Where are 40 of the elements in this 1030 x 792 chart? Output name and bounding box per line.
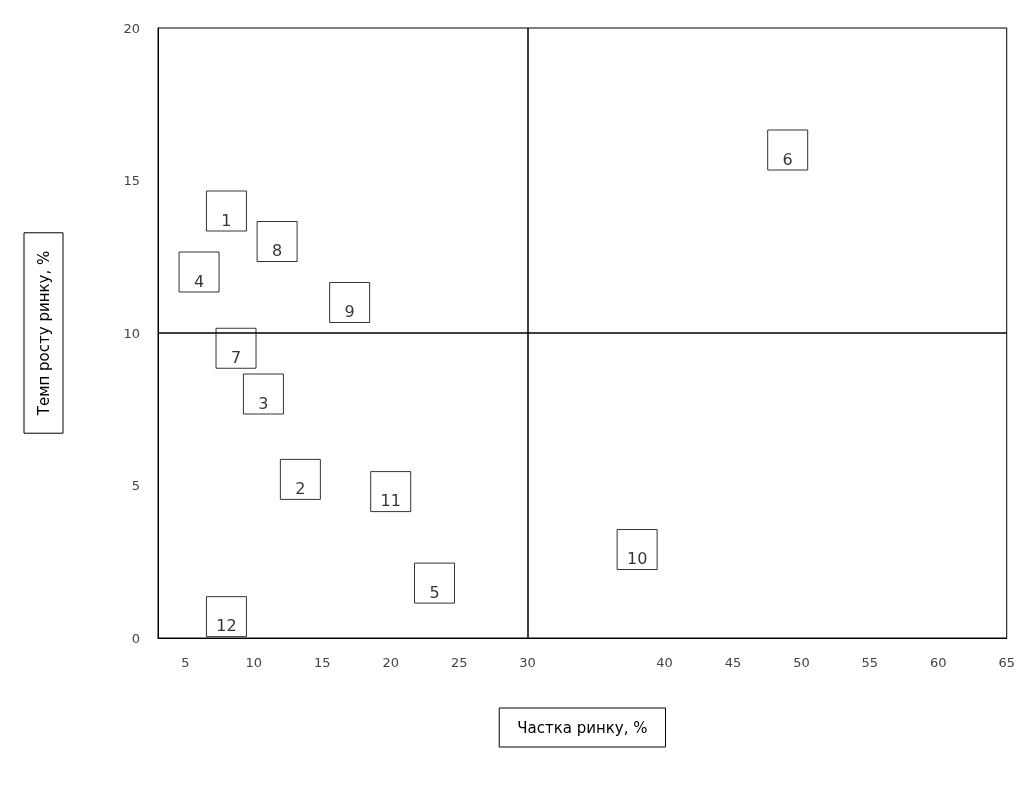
annotation: 10 xyxy=(626,549,648,569)
x-tick-label: 45 xyxy=(724,655,742,670)
annotation: 8 xyxy=(272,241,283,260)
y-tick-label: 20 xyxy=(123,20,140,36)
x-tick-label: 25 xyxy=(450,655,468,670)
x-tick-label: 60 xyxy=(930,655,947,670)
y-axis-title: Темп росту ринку, % xyxy=(34,250,53,417)
x-tick-label: 20 xyxy=(382,655,399,670)
annotation: 11 xyxy=(380,491,401,511)
x-tick-label: 55 xyxy=(861,655,879,670)
y-tick-label: 10 xyxy=(123,325,140,341)
point xyxy=(256,221,298,262)
x-tick-label: 40 xyxy=(656,655,673,670)
x-tick-label: 30 xyxy=(519,655,536,670)
x-tick-label: 15 xyxy=(314,655,331,670)
y-tick-label: 5 xyxy=(131,478,140,493)
point xyxy=(215,327,257,369)
point xyxy=(767,129,809,171)
point xyxy=(205,190,247,232)
x-tick-label: 10 xyxy=(245,655,263,670)
point xyxy=(178,251,220,293)
annotation: 6 xyxy=(782,149,793,169)
annotation: 1 xyxy=(221,210,232,230)
annotation: 2 xyxy=(295,478,306,498)
x-tick-label: 50 xyxy=(793,655,810,670)
y-tick-label: 15 xyxy=(123,173,140,188)
x-tick-label: 5 xyxy=(181,655,190,670)
annotation: 9 xyxy=(344,302,355,321)
point xyxy=(414,562,456,604)
x-tick-label: 65 xyxy=(998,655,1015,670)
point xyxy=(279,458,321,500)
annotation: 4 xyxy=(193,271,205,291)
annotation: 7 xyxy=(230,347,242,367)
annotation: 12 xyxy=(216,616,237,636)
annotation: 3 xyxy=(258,393,269,413)
annotation: 5 xyxy=(429,582,440,602)
point xyxy=(242,373,284,415)
point xyxy=(329,282,371,323)
x-axis-title: Частка ринку, % xyxy=(517,718,648,737)
y-tick-label: 0 xyxy=(131,630,140,646)
